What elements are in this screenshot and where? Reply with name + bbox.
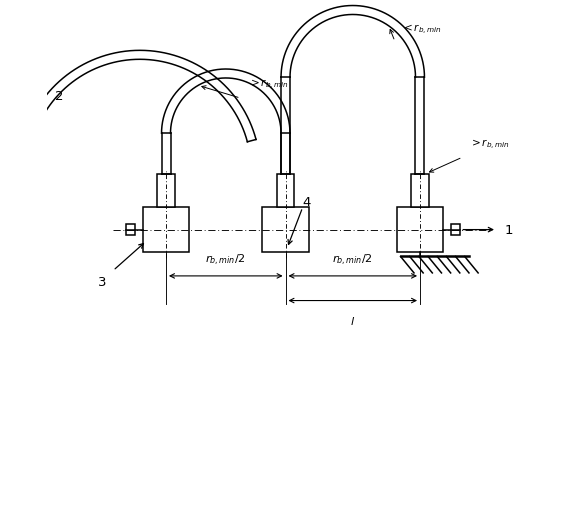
Bar <box>277 175 295 208</box>
Bar <box>411 175 429 208</box>
Text: 1: 1 <box>505 224 513 237</box>
Bar <box>127 225 135 235</box>
Bar <box>451 225 459 235</box>
Bar <box>143 208 189 252</box>
Text: $<r_{b,min}$: $<r_{b,min}$ <box>401 22 441 36</box>
Text: $l$: $l$ <box>350 315 355 326</box>
Bar <box>397 208 443 252</box>
Bar <box>263 208 309 252</box>
Text: $r_{b,min}/2$: $r_{b,min}/2$ <box>206 252 246 268</box>
Text: $>r_{b,min}$: $>r_{b,min}$ <box>248 77 289 91</box>
Text: 2: 2 <box>55 90 63 103</box>
Text: 3: 3 <box>97 276 106 289</box>
Bar <box>157 175 175 208</box>
Text: $>r_{b,min}$: $>r_{b,min}$ <box>469 138 509 152</box>
Text: $r_{b,min}/2$: $r_{b,min}/2$ <box>332 252 373 268</box>
Text: 4: 4 <box>302 195 311 208</box>
